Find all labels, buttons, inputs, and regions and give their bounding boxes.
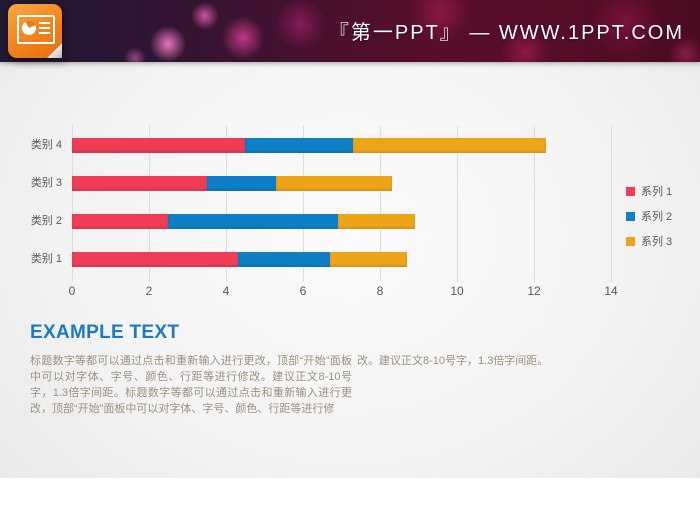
category-label: 类别 2 (30, 214, 62, 227)
bar-segment (337, 213, 415, 229)
bar-segment (329, 251, 407, 267)
category-labels: 类别 4 类别 3 类别 2 类别 1 (0, 126, 62, 278)
legend-item: 系列 2 (626, 208, 672, 224)
bar-row (72, 213, 611, 229)
chart-rows (72, 126, 611, 278)
legend-label: 系列 3 (641, 236, 673, 248)
x-axis: 0 2 4 6 8 10 12 14 (68, 284, 618, 300)
bar-segment (206, 175, 277, 191)
x-tick-label: 0 (68, 284, 76, 298)
bar-segment (168, 213, 338, 229)
gridline (611, 126, 612, 282)
chart-legend: 系列 1 系列 2 系列 3 (626, 183, 672, 249)
gridline (303, 126, 304, 282)
example-title: EXAMPLE TEXT (30, 322, 180, 343)
body-text-column-1: 标题数字等都可以通过点击和重新输入进行更改，顶部“开始”面板中可以对字体、字号、… (30, 355, 352, 415)
bar-segment (72, 137, 246, 153)
x-tick-label: 12 (527, 284, 541, 298)
gridline (72, 126, 73, 282)
x-tick-label: 8 (376, 284, 384, 298)
text-lines-icon (39, 22, 50, 37)
legend-marker-icon (626, 236, 635, 246)
category-label: 类别 4 (30, 138, 62, 151)
bar-segment (353, 137, 546, 153)
powerpoint-icon-slide (17, 15, 55, 44)
legend-item: 系列 3 (626, 233, 672, 249)
x-tick-label: 10 (450, 284, 464, 298)
x-tick-label: 6 (299, 284, 307, 298)
category-label: 类别 1 (30, 252, 62, 265)
legend-label: 系列 1 (641, 186, 673, 198)
body-text-column-2: 改。建议正文8-10号字，1.3倍字间距。 (357, 355, 549, 367)
legend-item: 系列 1 (626, 183, 672, 199)
gridline (380, 126, 381, 282)
bar-segment (72, 213, 169, 229)
bar-row (72, 251, 611, 267)
bar-segment (245, 137, 354, 153)
bar-segment (276, 175, 392, 191)
x-tick-label: 4 (222, 284, 230, 298)
category-label: 类别 3 (30, 176, 62, 189)
bar-row (72, 175, 611, 191)
bar-segment (72, 251, 238, 267)
gridline (149, 126, 150, 282)
bar-row (72, 137, 611, 153)
slide-footer: 第一PPT HTTP://WWW.1PPT.COM (0, 478, 700, 525)
x-tick-label: 2 (145, 284, 153, 298)
plot-area (72, 126, 612, 282)
legend-marker-icon (626, 211, 635, 221)
legend-label: 系列 2 (641, 211, 673, 223)
x-tick-label: 14 (604, 284, 618, 298)
gridline (226, 126, 227, 282)
pie-chart-icon (22, 21, 36, 35)
gridline (534, 126, 535, 282)
legend-marker-icon (626, 186, 635, 196)
gridline (457, 126, 458, 282)
slide-header: 『第一PPT』 — WWW.1PPT.COM (0, 0, 700, 62)
bar-segment (72, 175, 207, 191)
powerpoint-icon (8, 4, 62, 58)
bar-segment (237, 251, 330, 267)
site-title: 『第一PPT』 — WWW.1PPT.COM (328, 22, 684, 44)
